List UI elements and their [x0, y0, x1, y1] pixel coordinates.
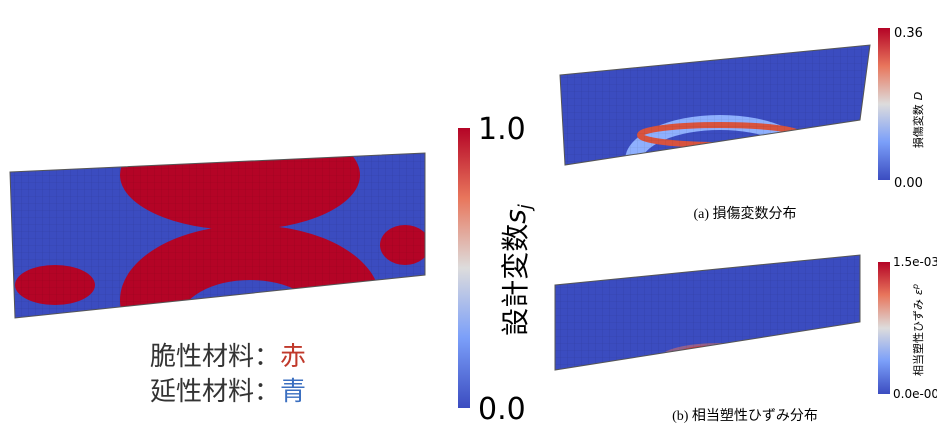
label-text: 損傷変数	[911, 104, 925, 148]
legend-color: 青	[280, 377, 306, 407]
colorbar-label: 設計変数sj	[499, 204, 536, 336]
page: 1.0 0.0 設計変数sj 脆性材料：赤 延性材料：青 0.36 0.00 損…	[0, 0, 937, 430]
symbol: D	[912, 92, 925, 100]
legend-ductile: 延性材料：青	[150, 377, 306, 407]
beam-b	[550, 250, 870, 375]
colorbar-label: 損傷変数 D	[911, 92, 925, 148]
main-beam	[0, 120, 440, 375]
colorbar-max: 0.36	[894, 26, 923, 41]
colorbar	[878, 262, 890, 394]
colorbar-label: 相当塑性ひずみεp	[911, 284, 925, 376]
legend-text: 延性材料：	[150, 377, 280, 407]
label-text: 設計変数	[499, 224, 532, 336]
colorbar-min: 0.0	[478, 392, 526, 427]
colorbar-min: 0.0e-00	[893, 387, 937, 401]
caption: (b) 相当塑性ひずみ分布	[672, 408, 818, 424]
symbol: s	[499, 209, 532, 224]
caption: (a) 損傷変数分布	[693, 205, 796, 222]
colorbar	[458, 128, 470, 408]
figure: 1.0 0.0 設計変数sj 脆性材料：赤 延性材料：青 0.36 0.00 損…	[0, 0, 937, 430]
colorbar-max: 1.0	[478, 112, 526, 147]
superscript: p	[911, 284, 920, 290]
legend-color: 赤	[280, 342, 306, 372]
legend-brittle: 脆性材料：赤	[150, 342, 306, 372]
colorbar-max: 1.5e-03	[893, 255, 937, 269]
label-text: 相当塑性ひずみ	[911, 299, 925, 376]
legend-text: 脆性材料：	[150, 342, 280, 372]
beam-a	[550, 40, 880, 205]
colorbar	[878, 28, 890, 180]
colorbar-min: 0.00	[894, 176, 923, 191]
